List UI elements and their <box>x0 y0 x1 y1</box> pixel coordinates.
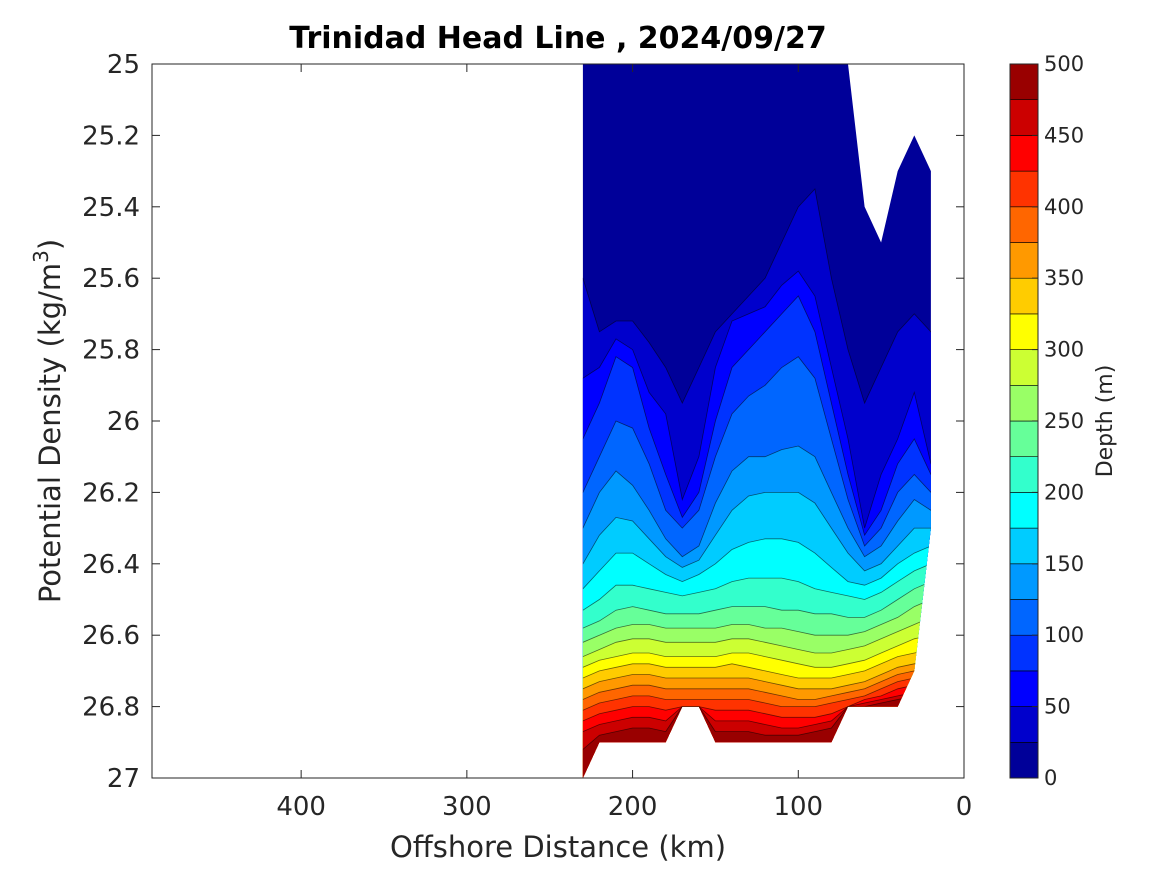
colorbar-swatch <box>1009 670 1039 707</box>
colorbar-swatch <box>1009 706 1039 743</box>
colorbar-swatch <box>1009 135 1039 172</box>
colorbar-swatch <box>1009 99 1039 136</box>
y-tick-label: 26.6 <box>82 621 140 651</box>
colorbar-swatch <box>1009 599 1039 636</box>
y-tick-label: 27 <box>107 764 140 794</box>
y-tick-label: 26.4 <box>82 550 140 580</box>
y-tick-label: 25.8 <box>82 336 140 366</box>
y-tick-label: 25.2 <box>82 121 140 151</box>
colorbar-tick-label: 500 <box>1044 52 1084 76</box>
y-tick-label: 26.2 <box>82 478 140 508</box>
colorbar-swatch <box>1009 277 1039 315</box>
x-tick-label: 300 <box>442 792 492 822</box>
colorbar-tick-label: 250 <box>1044 409 1084 433</box>
colorbar-swatch <box>1009 349 1039 386</box>
y-tick-label: 26 <box>107 407 140 437</box>
x-tick-label: 200 <box>608 792 658 822</box>
y-tick-label: 25.6 <box>82 264 140 294</box>
colorbar-swatch <box>1009 420 1039 458</box>
y-axis-label: Potential Density (kg/m3) <box>29 239 67 603</box>
colorbar-tick-label: 50 <box>1044 695 1071 719</box>
x-tick-label: 100 <box>773 792 823 822</box>
colorbar: 0 50 100 150 200 250 300 350 400 450 500 <box>1009 52 1084 790</box>
chart-title: Trinidad Head Line , 2024/09/27 <box>289 21 826 56</box>
colorbar-swatch <box>1009 313 1039 350</box>
colorbar-tick-label: 150 <box>1044 552 1084 576</box>
colorbar-swatch <box>1009 527 1039 565</box>
x-tick-label: 400 <box>276 792 326 822</box>
colorbar-tick-label: 300 <box>1044 338 1084 362</box>
colorbar-swatch <box>1009 634 1039 672</box>
colorbar-tick-label: 350 <box>1044 266 1084 290</box>
y-tick-label: 25 <box>107 50 140 80</box>
colorbar-tick-label: 200 <box>1044 480 1084 504</box>
colorbar-swatch <box>1009 384 1039 422</box>
x-tick-label: 0 <box>956 792 973 822</box>
colorbar-swatch <box>1009 741 1039 779</box>
colorbar-label: Depth (m) <box>1093 365 1118 478</box>
x-axis-label: Offshore Distance (km) <box>390 830 726 864</box>
x-axis: 400 300 200 100 0 <box>276 64 972 822</box>
colorbar-swatch <box>1009 563 1039 600</box>
colorbar-swatch <box>1009 242 1039 279</box>
y-axis: 25 25.2 25.4 25.6 25.8 26 26.2 26.4 26.6 26.8 27 <box>82 50 964 794</box>
colorbar-swatch <box>1009 206 1039 243</box>
y-tick-label: 25.4 <box>82 193 140 223</box>
colorbar-swatch <box>1009 63 1039 101</box>
colorbar-tick-label: 100 <box>1044 623 1084 647</box>
colorbar-tick-label: 0 <box>1044 766 1057 790</box>
colorbar-swatch <box>1009 492 1039 529</box>
colorbar-tick-label: 400 <box>1044 195 1084 219</box>
colorbar-swatch <box>1009 170 1039 208</box>
colorbar-tick-label: 450 <box>1044 123 1084 147</box>
colorbar-swatch <box>1009 456 1039 493</box>
y-tick-label: 26.8 <box>82 693 140 723</box>
